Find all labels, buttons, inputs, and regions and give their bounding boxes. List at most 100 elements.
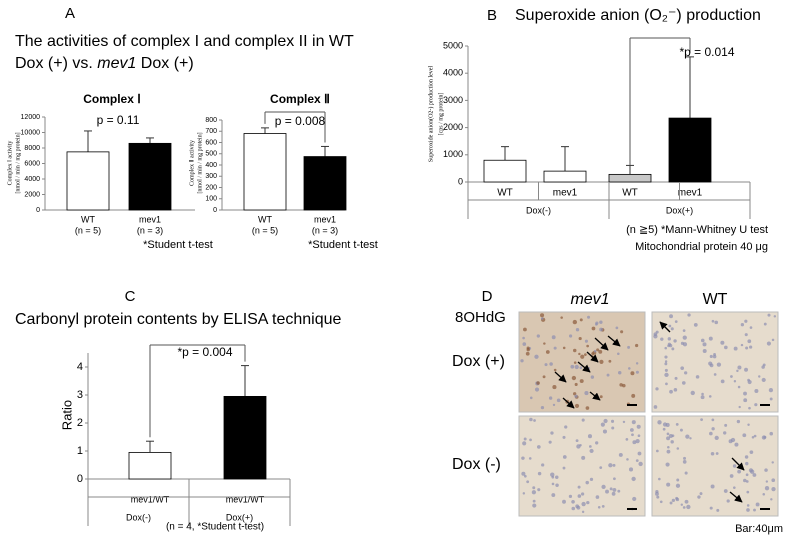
heading-part: Dox (+) [136, 55, 193, 72]
nucleus [761, 377, 766, 383]
nucleus [653, 405, 658, 409]
nucleus [658, 477, 661, 481]
nucleus [595, 323, 598, 326]
nucleus [602, 429, 608, 434]
chart-title: Complex Ⅰ [83, 92, 141, 106]
nucleus [680, 503, 683, 506]
nucleus [749, 450, 754, 455]
nucleus [702, 349, 707, 354]
nucleus [529, 396, 533, 400]
nucleus [655, 387, 659, 391]
nucleus [766, 341, 771, 346]
nucleus [747, 423, 750, 427]
nucleus [665, 462, 670, 467]
nucleus [711, 418, 715, 422]
nucleus [630, 371, 635, 376]
nucleus [771, 478, 776, 483]
nucleus [631, 420, 636, 425]
nucleus [564, 425, 568, 429]
nucleus [763, 322, 767, 326]
nucleus [723, 431, 727, 435]
nucleus [603, 418, 608, 424]
arrow [589, 391, 601, 401]
nucleus [599, 466, 603, 470]
x-tick-label: WT [258, 214, 272, 224]
nucleus [589, 477, 594, 481]
nucleus [581, 455, 586, 460]
nucleus [531, 490, 537, 495]
nucleus [669, 501, 673, 505]
nucleus [584, 339, 588, 343]
nucleus [664, 360, 668, 363]
nucleus [523, 437, 527, 441]
nucleus [769, 431, 774, 436]
nucleus [668, 324, 672, 328]
nucleus [690, 390, 695, 396]
nucleus [733, 380, 737, 383]
nucleus [636, 424, 641, 429]
heading-part: mev1 [97, 55, 136, 72]
nucleus [521, 471, 526, 476]
scale-bar-label: Bar:40μm [735, 523, 783, 535]
nucleus [555, 475, 559, 479]
nucleus [545, 350, 550, 354]
y-axis-label: Ratio [59, 400, 74, 430]
nucleus [662, 422, 668, 427]
y-tick-label: 0 [77, 473, 83, 485]
nucleus [629, 428, 634, 432]
nucleus [599, 395, 603, 399]
nucleus [637, 451, 642, 456]
bar [128, 142, 172, 211]
nucleus [712, 354, 717, 359]
nucleus [769, 397, 773, 401]
nucleus [550, 472, 555, 477]
nucleus [680, 366, 685, 370]
nucleus [544, 363, 548, 367]
nucleus [716, 362, 722, 367]
nucleus [673, 388, 678, 392]
row-label: Dox (-) [452, 456, 501, 473]
nucleus [753, 434, 757, 438]
nucleus [674, 376, 678, 380]
nucleus [536, 334, 540, 338]
nucleus [555, 483, 559, 487]
nucleus [580, 492, 585, 496]
nucleus [612, 463, 616, 467]
nucleus [684, 471, 688, 475]
nucleus [740, 343, 744, 347]
nucleus [617, 352, 620, 356]
nucleus [745, 473, 749, 477]
nucleus [709, 431, 713, 436]
panel-letter: D [482, 288, 493, 305]
nucleus [532, 486, 536, 490]
arrow [562, 397, 575, 409]
nucleus [699, 492, 703, 496]
nucleus [664, 368, 668, 372]
nucleus [626, 458, 629, 461]
y-tick-label: 1 [77, 445, 83, 457]
nucleus [729, 474, 734, 478]
nucleus [638, 461, 643, 467]
y-tick-label: 100 [205, 196, 217, 203]
nucleus [736, 419, 741, 424]
group-label: Dox(+) [666, 205, 693, 215]
nucleus [526, 480, 530, 484]
arrow [607, 335, 621, 347]
nucleus [601, 504, 605, 508]
nucleus [745, 480, 749, 483]
y-tick-label: 200 [205, 184, 217, 191]
nucleus [556, 398, 561, 403]
nucleus [733, 346, 738, 351]
nucleus [562, 346, 566, 350]
nucleus [548, 396, 553, 400]
nucleus [588, 445, 592, 448]
nucleus [748, 468, 754, 473]
nucleus [552, 403, 556, 407]
nucleus [687, 313, 691, 317]
nucleus [674, 320, 678, 323]
nucleus [765, 480, 769, 483]
nucleus [684, 371, 688, 375]
nucleus [551, 493, 556, 497]
micrograph-panel: D 8OHdG mev1 WT Dox (+) Dox (-) Bar:40μm [452, 288, 783, 535]
nucleus [752, 473, 757, 477]
